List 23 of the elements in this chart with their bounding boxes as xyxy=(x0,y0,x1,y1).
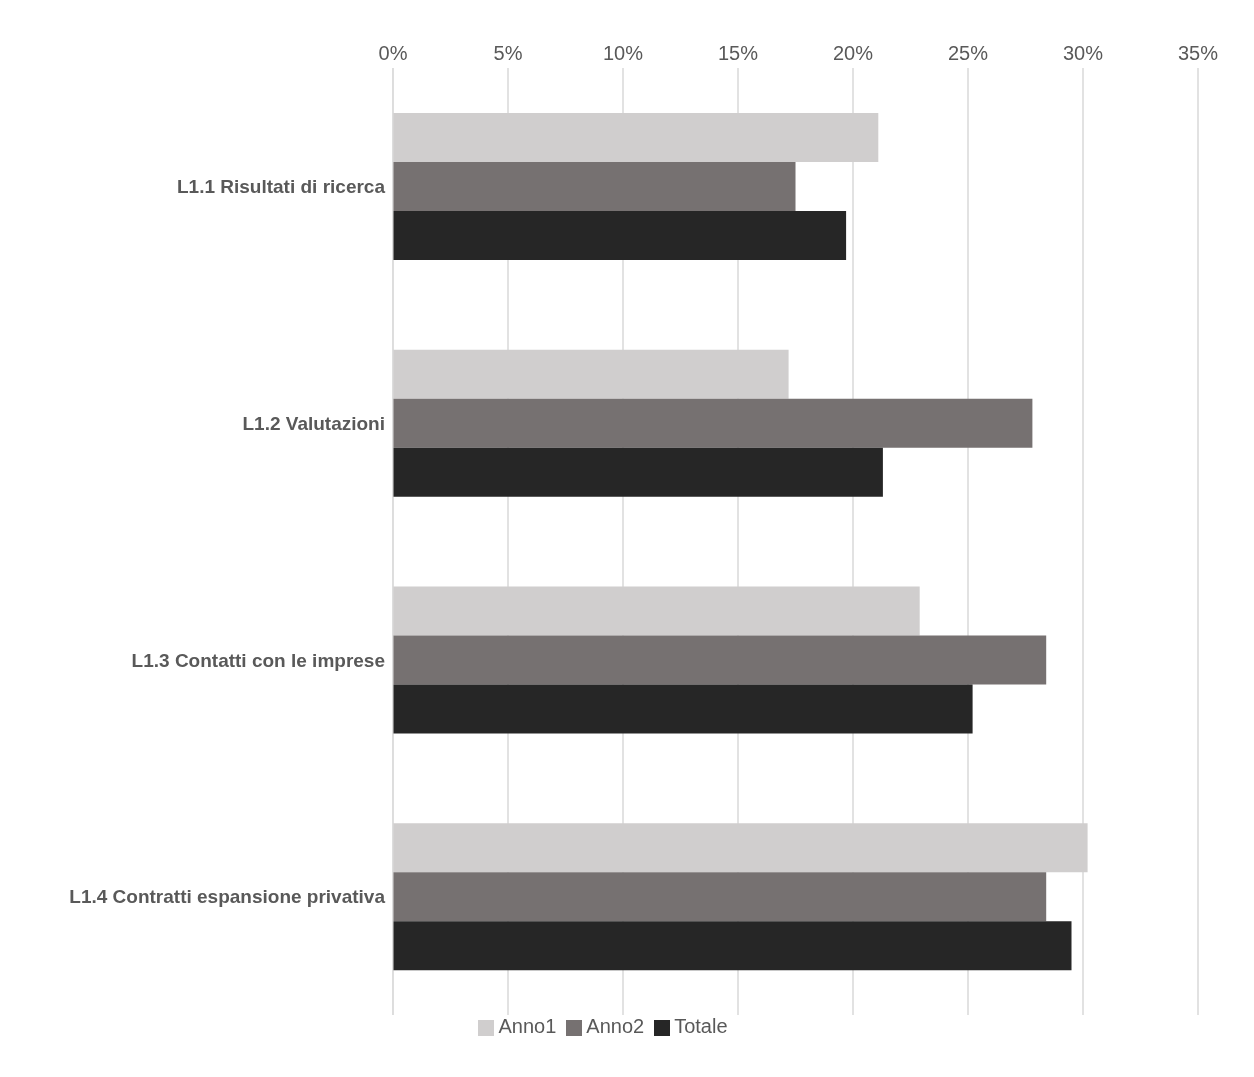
bar xyxy=(393,447,883,497)
bar xyxy=(393,161,796,211)
y-tick-label: L1.3 Contatti con le imprese xyxy=(131,649,385,671)
bar xyxy=(393,872,1047,922)
y-tick-label: L1.2 Valutazioni xyxy=(242,412,385,434)
x-tick-label: 25% xyxy=(947,42,989,64)
bar xyxy=(393,635,1047,685)
legend-label: Anno2 xyxy=(586,1015,645,1037)
bar xyxy=(393,684,973,734)
x-tick-label: 0% xyxy=(378,42,408,64)
bar xyxy=(393,210,847,260)
x-tick-label: 15% xyxy=(717,42,759,64)
bar xyxy=(393,398,1033,448)
legend-label: Anno1 xyxy=(498,1015,557,1037)
legend-label: Totale xyxy=(674,1015,728,1037)
y-tick-label: L1.4 Contratti espansione privativa xyxy=(69,886,386,908)
x-tick-label: 20% xyxy=(832,42,874,64)
x-tick-label: 35% xyxy=(1177,42,1219,64)
x-tick-label: 10% xyxy=(602,42,644,64)
x-tick-label: 5% xyxy=(493,42,523,64)
y-tick-label: L1.1 Risultati di ricerca xyxy=(176,176,386,198)
x-tick-label: 30% xyxy=(1062,42,1104,64)
bar xyxy=(393,921,1072,971)
